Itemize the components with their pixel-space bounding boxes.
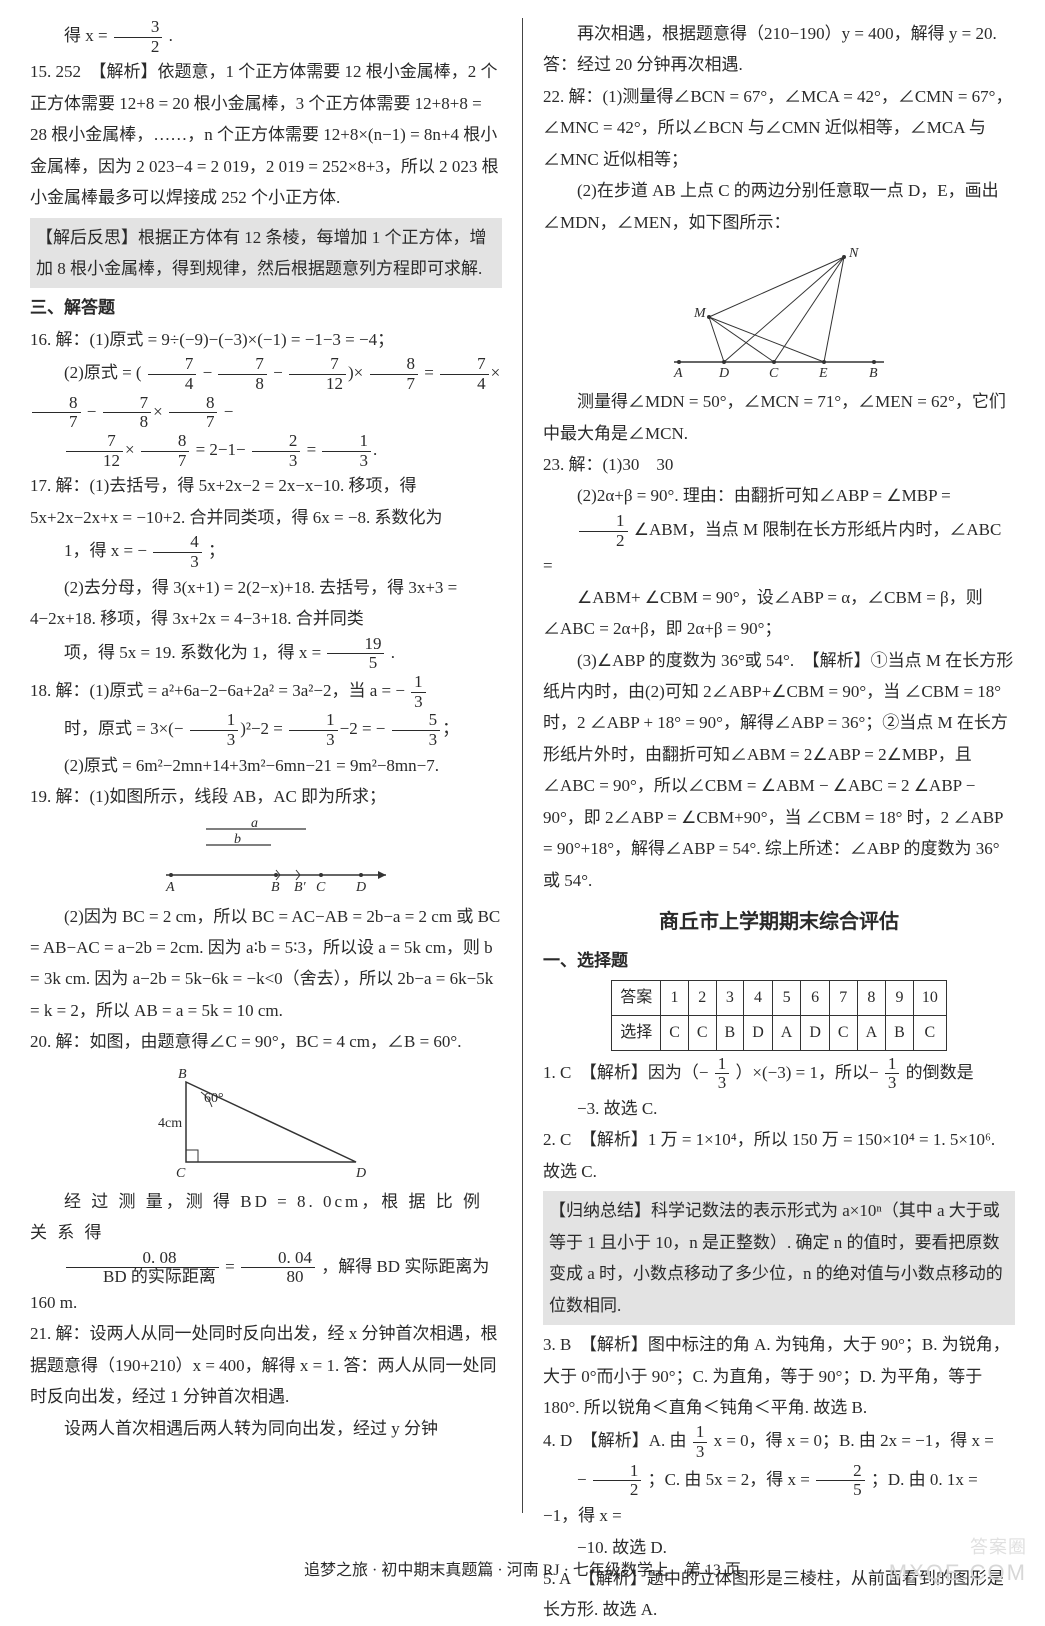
sq-q1a: 1. C 【解析】因为（− 13 ）×(−3) = 1，所以− 13 的倒数是	[543, 1055, 1015, 1093]
section-title-shangqiu: 商丘市上学期期末综合评估	[543, 904, 1015, 941]
reflection-box-1: 【解后反思】根据正方体有 12 条棱，每增加 1 个正方体，增加 8 根小金属棒…	[30, 218, 502, 289]
q22-b: (2)在步道 AB 上点 C 的两边分别任意取一点 D，E，画出∠MDN，∠ME…	[543, 175, 1015, 238]
q18-2: (2)原式 = 6m²−2mn+14+3m²−6mn−21 = 9m²−8mn−…	[30, 750, 502, 781]
q18-1b: 时，原式 = 3×(− 13)²−2 = 13−2 = − 53；	[30, 711, 502, 749]
q20-b: 经 过 测 量，测 得 BD = 8. 0cm，根 据 比 例 关 系 得	[30, 1186, 502, 1249]
section-1-heading: 一、选择题	[543, 945, 1015, 976]
svg-text:C: C	[176, 1166, 186, 1181]
q21-c: 再次相遇，根据题意得（210−190）y = 400，解得 y = 20. 答：…	[543, 18, 1015, 81]
right-column: 再次相遇，根据题意得（210−190）y = 400，解得 y = 20. 答：…	[543, 18, 1015, 1513]
q16-2b: 712× 87 = 2−1− 23 = 13.	[30, 432, 502, 470]
q17-2b: 项，得 5x = 19. 系数化为 1，得 x = 195 .	[30, 635, 502, 673]
q23-b2: 12 ∠ABM，当点 M 限制在长方形纸片内时，∠ABC =	[543, 512, 1015, 582]
sq-q2: 2. C 【解析】1 万 = 1×10⁴，所以 150 万 = 150×10⁴ …	[543, 1124, 1015, 1187]
svg-text:N: N	[848, 246, 859, 261]
svg-text:D: D	[718, 366, 729, 381]
svg-text:C: C	[769, 366, 779, 381]
q18-1a: 18. 解：(1)原式 = a²+6a−2−6a+2a² = 3a²−2，当 a…	[30, 673, 502, 711]
q17-1b: 1，得 x = − 43 ；	[30, 533, 502, 571]
q23-b: (2)2α+β = 90°. 理由：由翻折可知∠ABP = ∠MBP =	[543, 480, 1015, 511]
q19-1: 19. 解：(1)如图所示，线段 AB，AC 即为所求；	[30, 781, 502, 812]
q22-c: 测量得∠MDN = 50°，∠MCN = 71°，∠MEN = 62°，它们中最…	[543, 386, 1015, 449]
q23-d: (3)∠ABP 的度数为 36°或 54°. 【解析】①当点 M 在长方形纸片内…	[543, 645, 1015, 897]
svg-text:4cm: 4cm	[158, 1116, 182, 1131]
q20-a: 20. 解：如图，由题意得∠C = 90°，BC = 4 cm，∠B = 60°…	[30, 1026, 502, 1057]
q23-c: ∠ABM+ ∠CBM = 90°，设∠ABP = α，∠CBM = β，则∠AB…	[543, 582, 1015, 645]
svg-text:C: C	[316, 880, 326, 895]
svg-text:D: D	[355, 1166, 366, 1181]
q17-2a: (2)去分母，得 3(x+1) = 2(2−x)+18. 去括号，得 3x+3 …	[30, 572, 502, 635]
q16-2a: (2)原式 = ( 74 − 78 − 712)× 87 = 74× 87 − …	[30, 355, 502, 432]
summary-box-2: 【归纳总结】科学记数法的表示形式为 a×10ⁿ（其中 a 大于或等于 1 且小于…	[543, 1191, 1015, 1325]
q17-1a: 17. 解：(1)去括号，得 5x+2x−2 = 2x−x−10. 移项，得 5…	[30, 470, 502, 533]
sq-q4a: 4. D 【解析】A. 由 13 x = 0，得 x = 0；B. 由 2x =…	[543, 1423, 1015, 1461]
table-row: 选择CCBDADCABC	[612, 1016, 947, 1051]
q19-2: (2)因为 BC = 2 cm，所以 BC = AC−AB = 2b−a = 2…	[30, 901, 502, 1027]
q22-a: 22. 解：(1)测量得∠BCN = 67°，∠MCA = 42°，∠CMN =…	[543, 81, 1015, 175]
svg-text:60°: 60°	[204, 1091, 224, 1106]
frac: 32	[114, 18, 163, 56]
svg-text:D: D	[355, 880, 366, 895]
svg-text:B′: B′	[294, 880, 307, 895]
page-footer: 追梦之旅 · 初中期末真题篇 · 河南 RJ · 七年级数学上 第 13 页	[0, 1556, 1045, 1586]
figure-20: 60° 4cm B C D	[156, 1062, 376, 1182]
answer-table: 答案12345678910 选择CCBDADCABC	[611, 980, 947, 1050]
t: .	[169, 26, 173, 45]
svg-text:M: M	[693, 306, 707, 321]
sq-q1b: −3. 故选 C.	[543, 1093, 1015, 1124]
t: 得 x =	[64, 26, 112, 45]
q21-b: 设两人首次相遇后两人转为同向出发，经过 y 分钟	[30, 1413, 502, 1444]
svg-text:A: A	[165, 880, 175, 895]
q16-1: 16. 解：(1)原式 = 9÷(−9)−(−3)×(−1) = −1−3 = …	[30, 324, 502, 355]
line-x-eq: 得 x = 32 .	[30, 18, 502, 56]
sq-q3: 3. B 【解析】图中标注的角 A. 为钝角，大于 90°；B. 为锐角，大于 …	[543, 1329, 1015, 1423]
left-column: 得 x = 32 . 15. 252 【解析】依题意，1 个正方体需要 12 根…	[30, 18, 502, 1513]
q20-c: 0. 08BD 的实际距离 = 0. 0480 ，解得 BD 实际距离为 160…	[30, 1249, 502, 1319]
svg-text:a: a	[251, 817, 258, 831]
svg-text:B: B	[178, 1067, 187, 1082]
figure-22: M N A D C E B	[664, 242, 894, 382]
section-3-heading: 三、解答题	[30, 292, 502, 323]
table-row: 答案12345678910	[612, 981, 947, 1016]
q21-a: 21. 解：设两人从同一处同时反向出发，经 x 分钟首次相遇，根据题意得（190…	[30, 1318, 502, 1412]
figure-19: a b A B B′ C D	[136, 817, 396, 897]
sq-q4b: − 12 ；C. 由 5x = 2，得 x = 25 ；D. 由 0. 1x =…	[543, 1462, 1015, 1532]
svg-text:B: B	[869, 366, 878, 381]
svg-text:b: b	[234, 832, 241, 847]
svg-text:E: E	[818, 366, 828, 381]
column-divider	[522, 18, 523, 1513]
two-column-layout: 得 x = 32 . 15. 252 【解析】依题意，1 个正方体需要 12 根…	[30, 18, 1015, 1513]
svg-text:B: B	[271, 880, 280, 895]
q23-a: 23. 解：(1)30 30	[543, 449, 1015, 480]
svg-text:A: A	[673, 366, 683, 381]
q15: 15. 252 【解析】依题意，1 个正方体需要 12 根小金属棒，2 个正方体…	[30, 56, 502, 213]
